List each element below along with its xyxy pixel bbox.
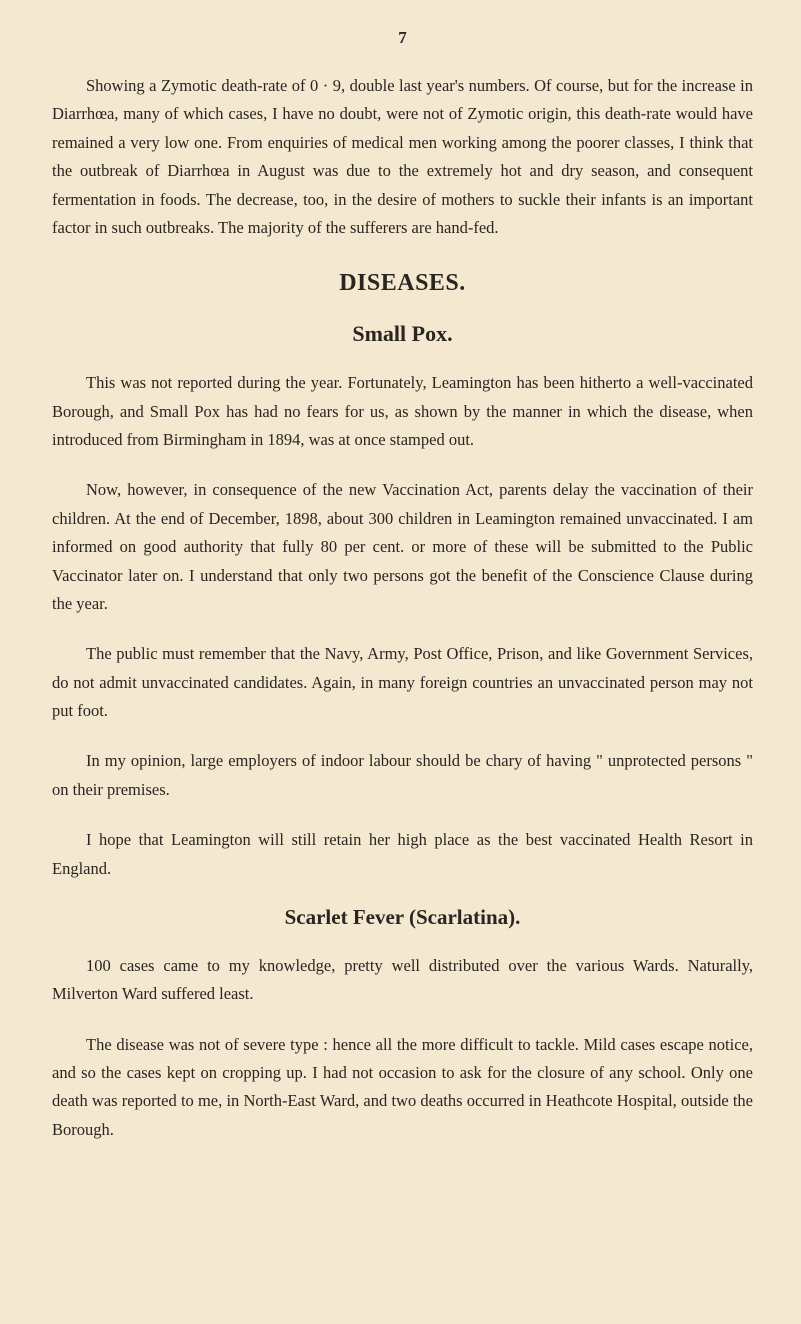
heading-smallpox: Small Pox. — [52, 321, 753, 347]
scarlet-p1: 100 cases came to my knowledge, pretty w… — [52, 952, 753, 1009]
intro-paragraph: Showing a Zymotic death-rate of 0 · 9, d… — [52, 72, 753, 242]
page-number: 7 — [52, 28, 753, 48]
smallpox-p3: The public must remember that the Navy, … — [52, 640, 753, 725]
heading-scarlet-fever: Scarlet Fever (Scarlatina). — [52, 905, 753, 930]
smallpox-p1: This was not reported during the year. F… — [52, 369, 753, 454]
smallpox-p4: In my opinion, large employers of indoor… — [52, 747, 753, 804]
smallpox-p5: I hope that Leamington will still retain… — [52, 826, 753, 883]
smallpox-p2: Now, however, in consequence of the new … — [52, 476, 753, 618]
heading-diseases: DISEASES. — [52, 270, 753, 297]
scarlet-p2: The disease was not of severe type : hen… — [52, 1031, 753, 1145]
